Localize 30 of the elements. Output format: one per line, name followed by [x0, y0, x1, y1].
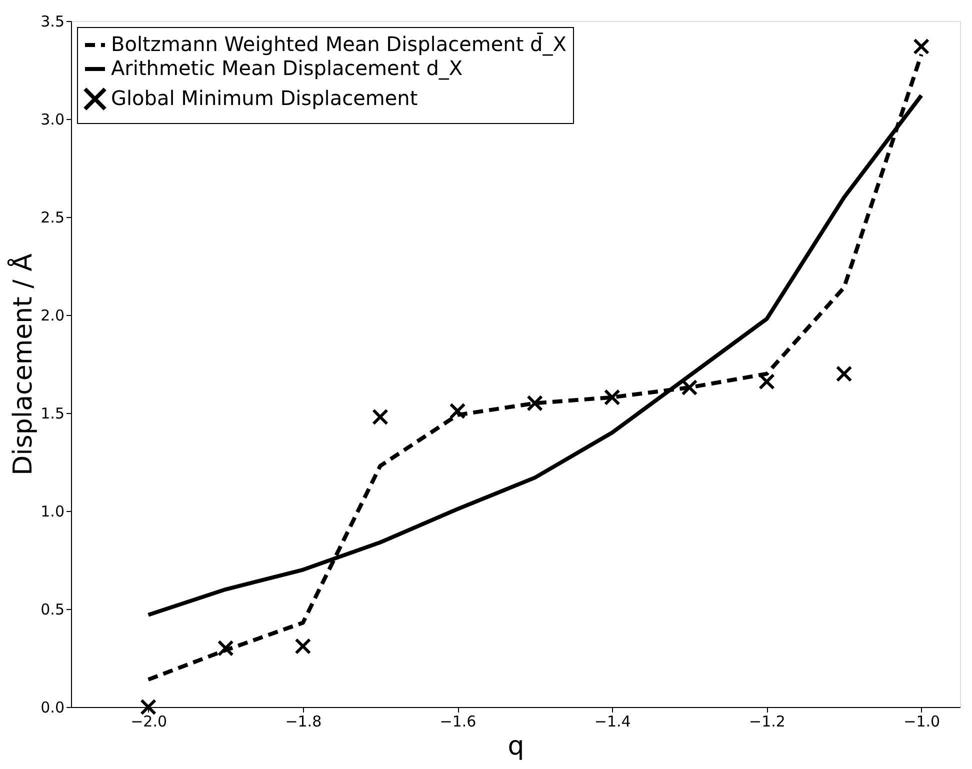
x-tick-label: −2.0 — [130, 712, 168, 730]
point — [836, 366, 852, 382]
x-tick-label: −1.2 — [749, 712, 786, 730]
legend-label: Boltzmann Weighted Mean Displacement d̄_X — [111, 32, 567, 56]
x-tick-label: −1.0 — [904, 712, 940, 730]
point — [758, 373, 775, 390]
y-tick-label: 3.5 — [40, 12, 64, 30]
point — [681, 379, 698, 396]
point — [526, 394, 544, 412]
y-tick-label: 0.5 — [40, 600, 64, 618]
point — [217, 640, 234, 656]
x-tick-label: −1.4 — [594, 712, 631, 730]
y-tick-label: 2.5 — [40, 208, 64, 226]
point — [913, 38, 930, 55]
y-tick-label: 3.0 — [40, 110, 64, 128]
y-tick-label: 0.0 — [40, 698, 64, 716]
legend-label: Arithmetic Mean Displacement d_X — [111, 56, 463, 80]
x-tick-label: −1.6 — [440, 712, 476, 730]
x-tick-label: −1.8 — [285, 712, 322, 730]
y-axis-title: Displacement / Å — [6, 253, 39, 476]
y-tick-label: 1.0 — [40, 502, 64, 520]
point — [372, 408, 388, 426]
y-tick-label: 2.0 — [40, 306, 64, 324]
legend-label: Global Minimum Displacement — [111, 86, 418, 110]
y-tick-label: 1.5 — [40, 404, 64, 422]
point — [449, 402, 466, 420]
point — [140, 698, 157, 716]
x-axis-title: q — [508, 732, 524, 762]
point — [604, 389, 620, 406]
point — [294, 638, 312, 654]
